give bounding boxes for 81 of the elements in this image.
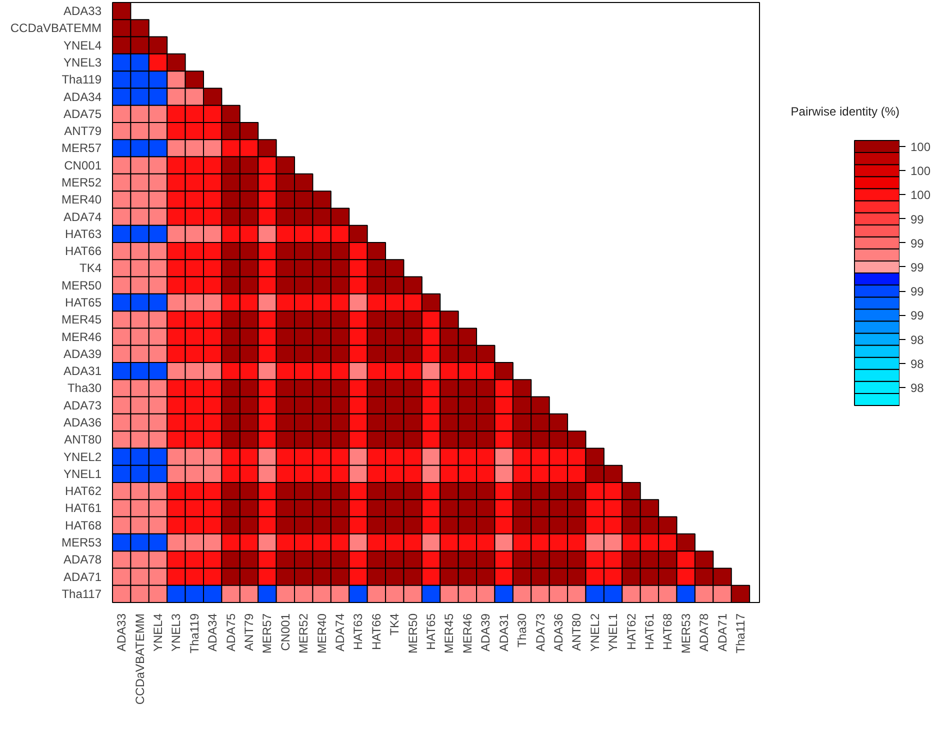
color-bar-label: 98 [910,356,924,371]
y-tick-label: HAT68 [65,518,102,532]
y-tick-label: ADA31 [63,364,102,378]
y-tick-label: ADA74 [63,210,102,224]
y-tick-label: ADA34 [63,90,102,104]
x-tick-label: MER45 [442,613,456,654]
x-tick-label: YNEL4 [151,613,166,652]
color-bar-title: Pairwise identity (%) [790,104,900,118]
y-tick-label: Tha30 [67,381,102,396]
x-tick-label: ADA39 [478,613,493,652]
y-tick-label: CCDaVBATEMM [10,21,102,36]
x-tick-label: YNEL2 [588,613,602,652]
y-tick-label: MER50 [61,278,102,292]
y-tick-label: MER46 [61,330,102,344]
color-bar-label: 99 [910,212,924,226]
x-tick-label: ADA36 [551,613,566,652]
y-tick-label: ADA33 [63,4,102,18]
y-tick-label: HAT62 [65,484,102,498]
color-bar-label: 98 [910,380,924,395]
y-tick-label: MER57 [61,141,102,156]
y-tick-label: Tha117 [62,586,102,601]
x-tick-label: Tha117 [733,613,748,654]
x-tick-label: CN001 [278,613,292,651]
color-bar-label: 99 [910,284,924,299]
color-bar-label: 99 [910,308,924,323]
y-tick-label: MER40 [61,192,102,207]
x-tick-label: HAT63 [351,613,366,650]
x-tick-label: ADA71 [715,613,730,652]
y-tick-label: TK4 [79,261,102,276]
y-tick-label: ANT79 [64,124,102,138]
x-tick-label: ADA75 [224,613,238,652]
y-tick-label: CN001 [64,158,102,172]
y-tick-label: YNEL3 [63,56,102,70]
y-tick-label: HAT66 [65,244,102,258]
x-tick-label: MER46 [460,613,474,654]
x-tick-label: YNEL3 [169,613,184,652]
x-tick-label: YNEL1 [606,613,620,652]
y-tick-label: MER45 [61,312,102,327]
color-bar-label: 99 [910,260,924,274]
y-tick-label: MER53 [61,536,102,550]
y-tick-label: HAT63 [65,226,102,241]
x-tick-label: MER50 [406,613,420,654]
y-tick-label: ADA73 [63,398,102,412]
x-tick-label: HAT68 [660,613,675,650]
x-tick-label: MER40 [314,613,329,654]
y-tick-label: HAT65 [65,296,102,310]
y-tick-label: ADA71 [63,570,102,584]
x-tick-label: ADA73 [533,613,548,652]
color-bar-label: 98 [910,332,924,347]
x-tick-label: TK4 [388,613,402,636]
y-tick-label: YNEL4 [63,38,102,52]
x-tick-label: ADA34 [206,613,220,652]
y-tick-label: ADA36 [63,416,102,430]
x-tick-label: HAT62 [624,613,638,650]
x-tick-label: HAT66 [369,613,384,650]
x-tick-label: Tha30 [515,613,530,648]
color-bar-label: 100 [910,140,931,154]
x-tick-label: ADA78 [697,613,712,652]
x-tick-label: HAT65 [424,613,438,650]
y-tick-label: ADA75 [63,106,102,121]
color-bar-label: 100 [910,188,931,202]
y-tick-label: Tha119 [62,72,102,87]
x-tick-label: ADA33 [114,613,129,652]
color-bar-label: 99 [910,236,924,250]
y-tick-label: ADA78 [63,552,102,567]
y-tick-label: ADA39 [63,346,102,361]
x-tick-label: ADA74 [333,613,348,652]
x-tick-label: ANT80 [570,613,584,651]
y-tick-label: ANT80 [64,432,102,447]
color-bar-label: 100 [910,164,931,178]
x-tick-label: Tha119 [187,613,202,654]
x-tick-label: ANT79 [242,613,256,651]
x-tick-label: MER52 [296,613,311,654]
y-tick-label: YNEL1 [63,466,102,481]
x-tick-label: ADA31 [496,613,511,652]
y-tick-label: MER52 [61,176,102,190]
y-tick-label: YNEL2 [63,450,102,464]
x-tick-label: HAT61 [642,613,656,650]
x-tick-label: MER57 [260,613,274,654]
x-tick-label: MER53 [678,613,693,654]
y-tick-label: HAT61 [65,501,102,516]
